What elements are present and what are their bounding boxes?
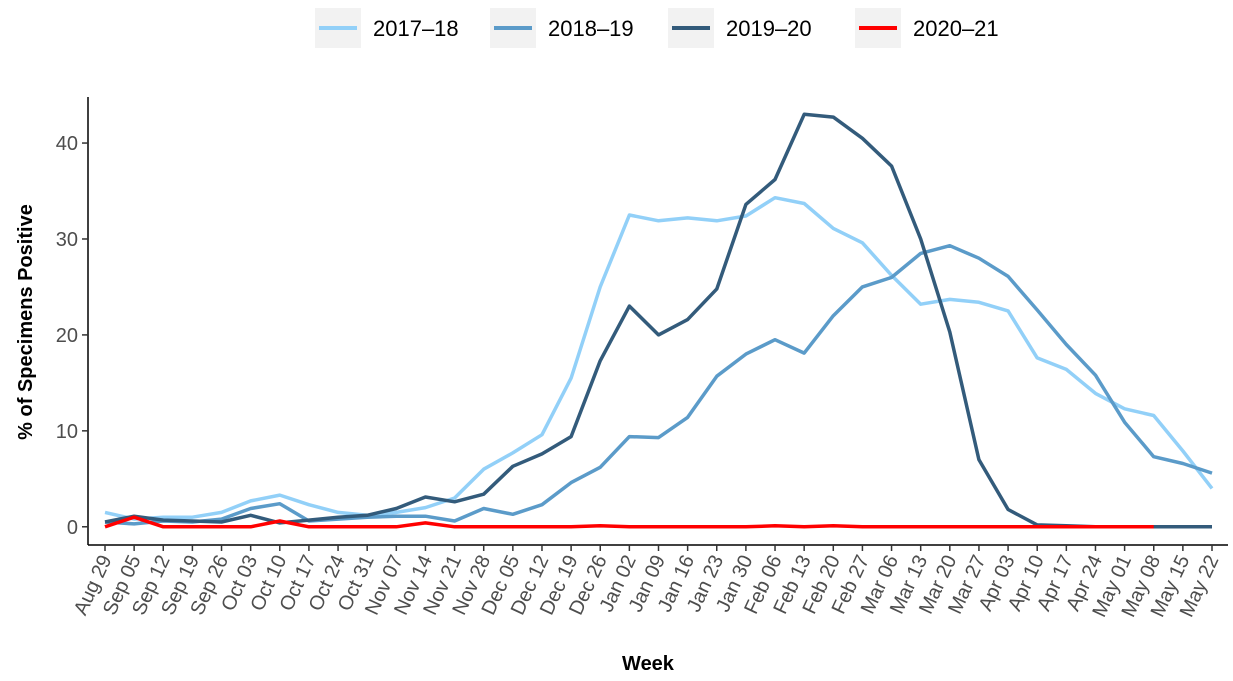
y-axis-title: % of Specimens Positive (15, 204, 37, 440)
y-tick-label: 40 (56, 133, 78, 155)
y-tick-label: 20 (56, 325, 78, 347)
y-tick-label: 0 (67, 517, 78, 539)
legend-label: 2018–19 (548, 16, 634, 41)
series-line (104, 243, 1213, 526)
y-tick-label: 10 (56, 421, 78, 443)
legend-label: 2017–18 (373, 16, 459, 41)
x-axis-title: Week (622, 653, 675, 675)
series-line (104, 515, 1154, 529)
legend: 2017–18 2018–19 2019–20 2020–21 (315, 8, 999, 48)
legend-label: 2019–20 (726, 16, 812, 41)
legend-label: 2020–21 (913, 16, 999, 41)
y-tick-label: 30 (56, 229, 78, 251)
series-line (104, 195, 1214, 521)
